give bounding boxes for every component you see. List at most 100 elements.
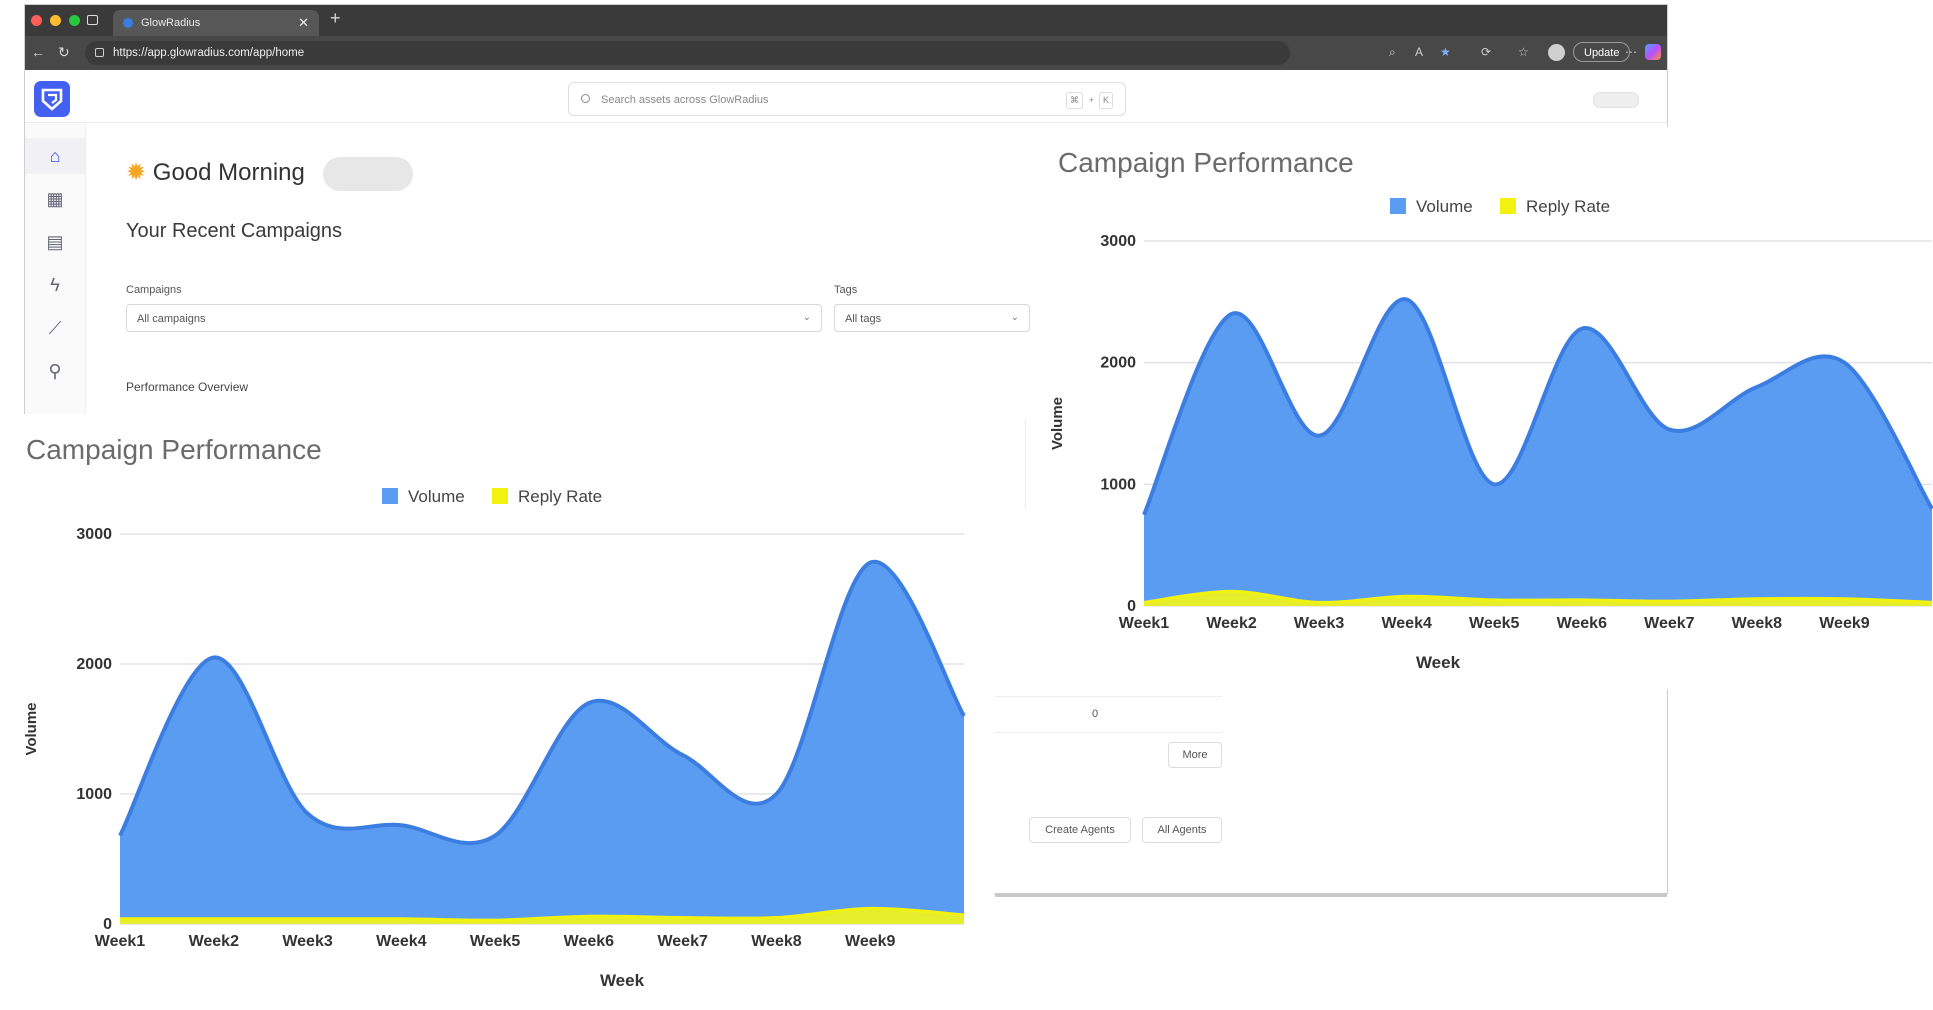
extensions-icon[interactable]: ⟳ [1481, 45, 1492, 59]
bolt-icon[interactable]: ϟ [50, 275, 60, 295]
legend-label-reply-rate: Reply Rate [1526, 197, 1610, 216]
reload-icon[interactable]: ↻ [58, 44, 70, 60]
x-tick-label: Week8 [751, 933, 802, 950]
x-tick-label: Week2 [1206, 615, 1257, 632]
legend-label-volume: Volume [408, 487, 465, 506]
series-line-volume [118, 559, 966, 846]
close-window-button[interactable] [31, 15, 42, 26]
favorite-star-icon[interactable]: ★ [1440, 45, 1451, 59]
series-line-volume [1142, 297, 1933, 516]
y-tick-label: 2000 [76, 656, 112, 673]
y-tick-label: 1000 [76, 786, 112, 803]
sidebar: ⌂ ▦ ▤ ϟ ⟋ ⚲ [25, 123, 86, 423]
read-aloud-icon[interactable]: A [1415, 45, 1424, 59]
x-tick-label: Week6 [1557, 615, 1608, 632]
address-bar: ← ↻ https://app.glowradius.com/app/home … [25, 36, 1667, 70]
zoom-icon[interactable]: ⌕ [1389, 45, 1396, 59]
close-tab-icon[interactable]: ✕ [298, 15, 309, 30]
more-icon[interactable]: ⋯ [1625, 45, 1637, 59]
y-tick-label: 1000 [1100, 476, 1136, 493]
browser-tab[interactable]: GlowRadius ✕ [113, 10, 319, 36]
all-agents-button[interactable]: All Agents [1142, 817, 1222, 843]
campaigns-select[interactable]: All campaigns ⌄ [126, 304, 822, 332]
chart-title: Campaign Performance [1058, 147, 1354, 178]
shortcut-plus: + [1088, 95, 1094, 105]
search-icon [581, 94, 590, 103]
search-placeholder: Search assets across GlowRadius [601, 94, 769, 106]
y-tick-label: 0 [1127, 598, 1136, 615]
lock-icon [95, 48, 104, 57]
y-tick-label: 3000 [76, 526, 112, 543]
count-value: 0 [1092, 708, 1099, 720]
favicon-icon [123, 18, 133, 28]
greeting-title: ✹ Good Morning [126, 158, 305, 187]
y-axis-label: Volume [1049, 397, 1066, 450]
recent-campaigns-title: Your Recent Campaigns [126, 220, 343, 242]
legend-label-reply-rate: Reply Rate [518, 487, 602, 506]
app-header: Search assets across GlowRadius ⌘ + K [25, 70, 1667, 123]
campaigns-select-value: All campaigns [137, 313, 206, 325]
divider [995, 732, 1222, 733]
campaigns-filter-label: Campaigns [126, 284, 182, 296]
analytics-icon[interactable]: ⟋ [48, 318, 62, 338]
series-line-reply-rate [119, 906, 965, 922]
x-axis-label: Week [600, 971, 645, 990]
x-tick-label: Week3 [1294, 615, 1345, 632]
minimize-window-button[interactable] [50, 15, 61, 26]
tags-select[interactable]: All tags ⌄ [834, 304, 1030, 332]
back-icon[interactable]: ← [31, 44, 45, 60]
x-tick-label: Week7 [657, 933, 708, 950]
area-chart-right: Volume Reply Rate 0 1000 2000 3000 Week1 Week2 W… [1049, 197, 1933, 672]
home-icon[interactable]: ⌂ [25, 138, 85, 174]
url-field[interactable]: https://app.glowradius.com/app/home [85, 41, 1290, 65]
y-tick-label: 0 [103, 916, 112, 933]
x-tick-label: Week2 [189, 933, 240, 950]
document-icon[interactable]: ▤ [46, 232, 64, 252]
favorites-icon[interactable]: ☆ [1518, 45, 1529, 59]
chart-panel-right: Campaign Performance Volume Reply Rate 0 10… [1032, 127, 1933, 689]
x-tick-label: Week9 [845, 933, 896, 950]
legend-swatch-reply-rate [492, 488, 508, 504]
performance-overview-label: Performance Overview [126, 380, 249, 394]
blurred-username [323, 157, 413, 191]
global-search-input[interactable]: Search assets across GlowRadius ⌘ + K [568, 82, 1126, 116]
sidebar-toggle-icon[interactable] [87, 15, 98, 25]
table-icon[interactable]: ▦ [46, 189, 64, 209]
greeting-text: Good Morning [152, 159, 305, 186]
x-tick-label: Week4 [1381, 615, 1432, 632]
theme-toggle[interactable] [1593, 92, 1639, 108]
shortcut-k-key: K [1098, 92, 1113, 109]
tab-bar: GlowRadius ✕ + [25, 5, 1667, 36]
more-button[interactable]: More [1168, 742, 1222, 768]
integrations-icon[interactable]: ⚲ [48, 361, 62, 381]
y-tick-label: 2000 [1100, 355, 1136, 372]
x-tick-label: Week9 [1819, 615, 1870, 632]
x-tick-label: Week5 [1469, 615, 1520, 632]
area-chart-left: Volume Reply Rate 0 1000 2000 3000 Week1 Week2 W… [23, 487, 966, 990]
profile-avatar[interactable] [1548, 44, 1565, 61]
legend-swatch-volume [382, 488, 398, 504]
series-line-reply-rate [1143, 589, 1933, 604]
copilot-icon[interactable] [1645, 44, 1661, 60]
chevron-down-icon: ⌄ [802, 312, 811, 323]
chart-title: Campaign Performance [26, 434, 322, 465]
window-controls[interactable] [31, 15, 80, 26]
logo-icon[interactable] [34, 81, 70, 117]
new-tab-icon[interactable]: + [330, 8, 341, 28]
create-agents-button[interactable]: Create Agents [1029, 817, 1131, 843]
window-bottom-edge [995, 893, 1667, 897]
x-axis-label: Week [1416, 653, 1461, 672]
x-tick-label: Week5 [470, 933, 521, 950]
x-tick-label: Week8 [1732, 615, 1783, 632]
x-tick-label: Week7 [1644, 615, 1695, 632]
shortcut-cmd-key: ⌘ [1066, 92, 1083, 109]
divider [995, 696, 1222, 697]
url-text: https://app.glowradius.com/app/home [113, 47, 305, 59]
maximize-window-button[interactable] [69, 15, 80, 26]
x-tick-label: Week6 [564, 933, 615, 950]
y-tick-label: 3000 [1100, 233, 1136, 250]
tags-select-value: All tags [845, 313, 882, 325]
update-button[interactable]: Update [1573, 42, 1631, 62]
x-tick-label: Week4 [376, 933, 427, 950]
x-tick-label: Week1 [1119, 615, 1170, 632]
